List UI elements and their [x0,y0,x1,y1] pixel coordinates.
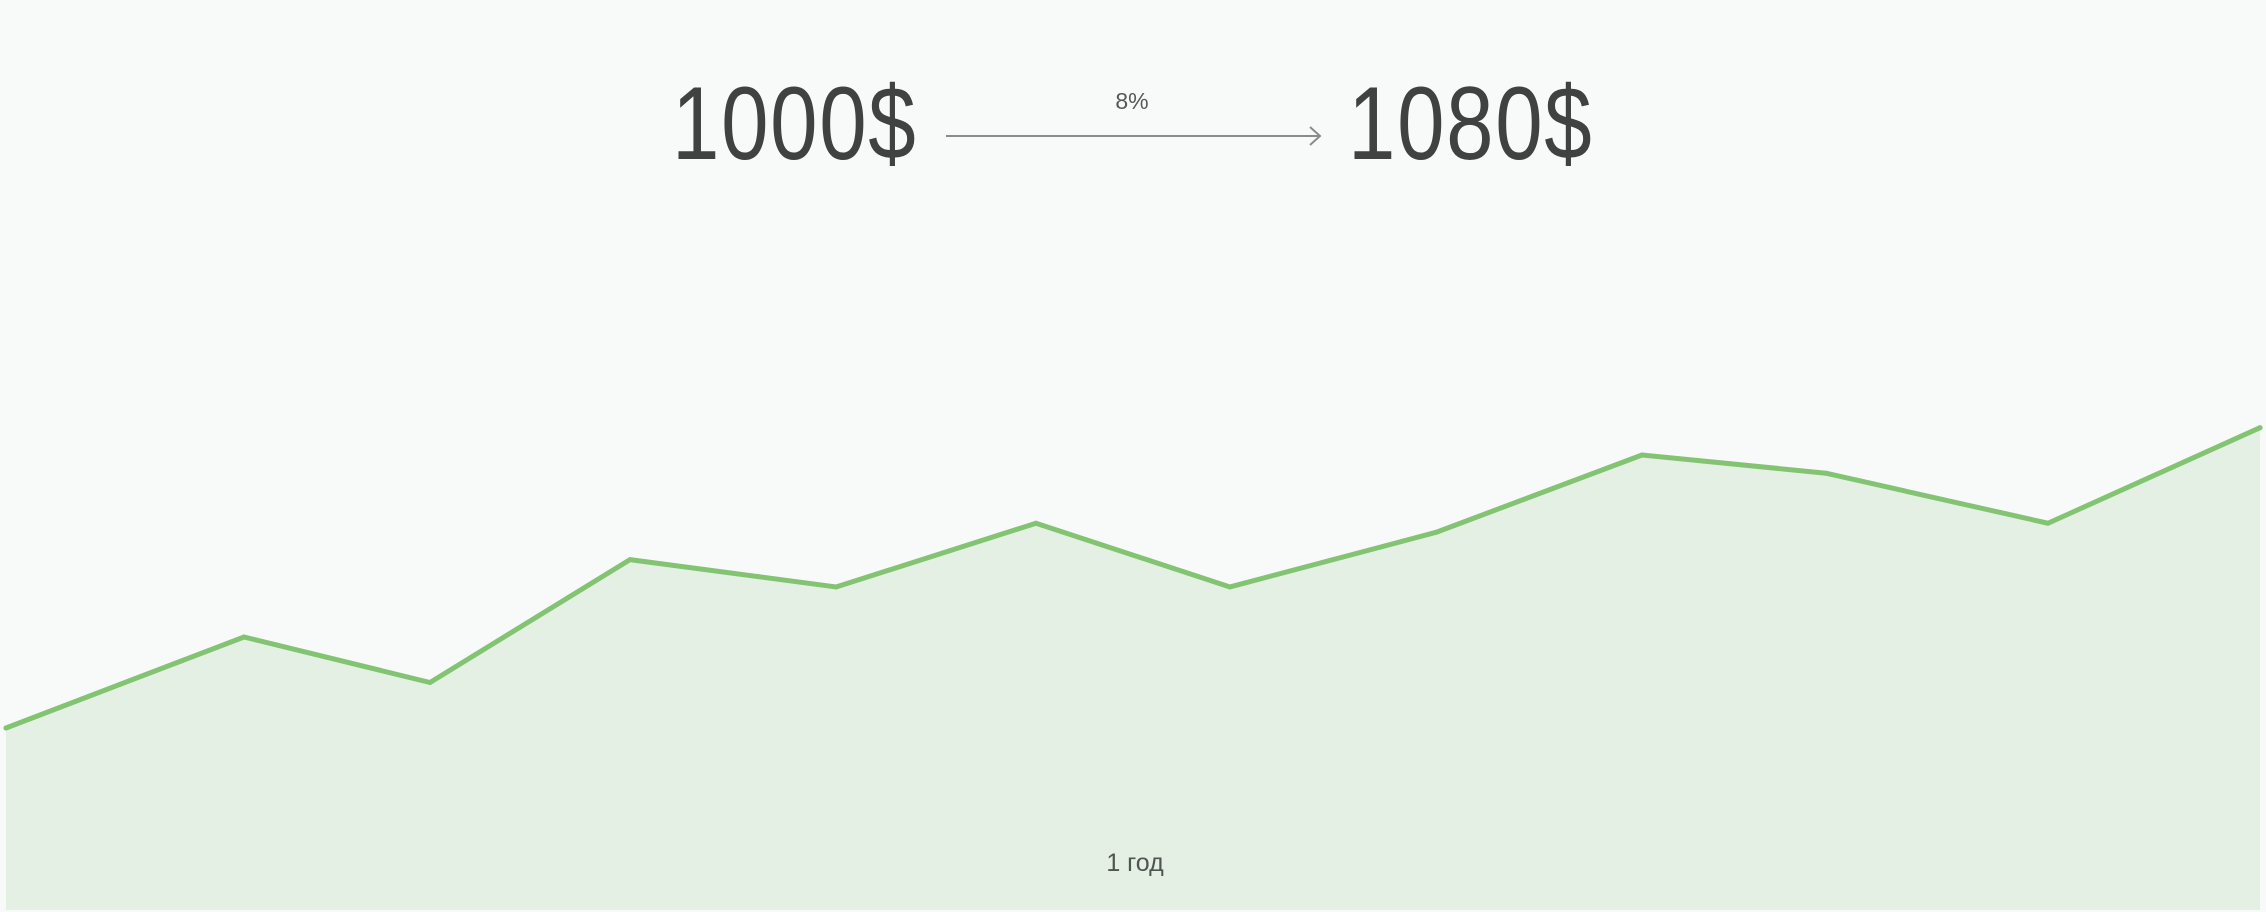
data-point-9 [1639,452,1645,458]
data-point-4 [627,557,633,563]
data-point-1 [3,725,9,731]
data-point-3 [427,680,433,685]
interest-rate-label: 8% [1115,88,1149,114]
right-arrow-icon [946,126,1322,146]
data-point-11 [2045,520,2051,526]
end-amount: 1080$ [1348,66,1594,182]
area-fill [6,427,2260,910]
data-point-5 [833,584,839,590]
start-amount: 1000$ [672,66,918,182]
data-point-2 [241,634,247,640]
data-point-8 [1433,529,1439,535]
data-point-6 [1033,520,1039,526]
data-point-12 [2257,425,2263,431]
data-point-7 [1227,584,1233,590]
x-axis-label: 1 год [1106,849,1164,877]
data-point-10 [1823,470,1829,476]
series-line [3,425,2263,731]
data-points [3,425,2263,731]
